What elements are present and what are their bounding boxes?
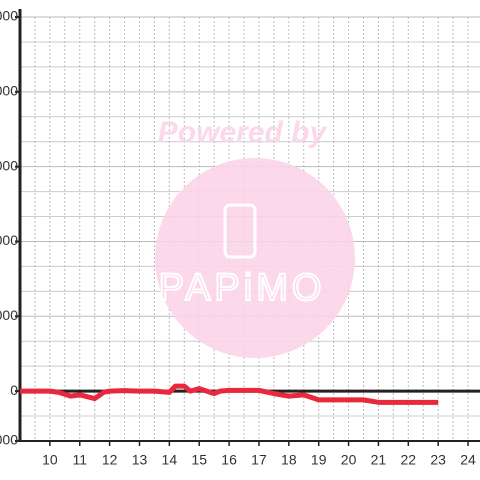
y-tick-label: 120,000 [0,83,18,99]
x-tick-label: 15 [191,452,207,468]
x-tick-label: 24 [460,452,476,468]
x-tick-label: 22 [401,452,417,468]
x-tick-label: 19 [311,452,327,468]
y-tick-label: 60,000 [0,232,18,248]
x-tick-label: 16 [221,452,237,468]
x-tick-label: 14 [162,452,178,468]
x-tick-label: 10 [42,452,58,468]
y-tick-label: 150,000 [0,8,18,24]
watermark-text: Powered by [158,116,328,149]
watermark: Powered by PAPiMO [155,116,355,358]
watermark-icon [223,203,257,259]
x-tick-label: 20 [341,452,357,468]
x-tick-label: 12 [102,452,118,468]
x-tick-label: 11 [72,452,87,468]
y-tick-label: -20,000 [0,432,18,448]
x-tick-label: 17 [251,452,267,468]
y-tick-label: 30,000 [0,307,18,323]
plot: -20,000 0 30,000 60,000 90,000 120,000 150,000… [0,8,480,468]
y-tick-label: 90,000 [0,157,18,173]
x-tick-label: 21 [371,452,387,468]
data-line [20,383,439,405]
x-tick-label: 13 [132,452,148,468]
watermark-circle [155,158,355,358]
x-tick-label: 18 [281,452,297,468]
x-tick-label: 23 [430,452,446,468]
y-tick-label: 0 [10,382,18,398]
watermark-logo: PAPiMO [159,267,326,309]
